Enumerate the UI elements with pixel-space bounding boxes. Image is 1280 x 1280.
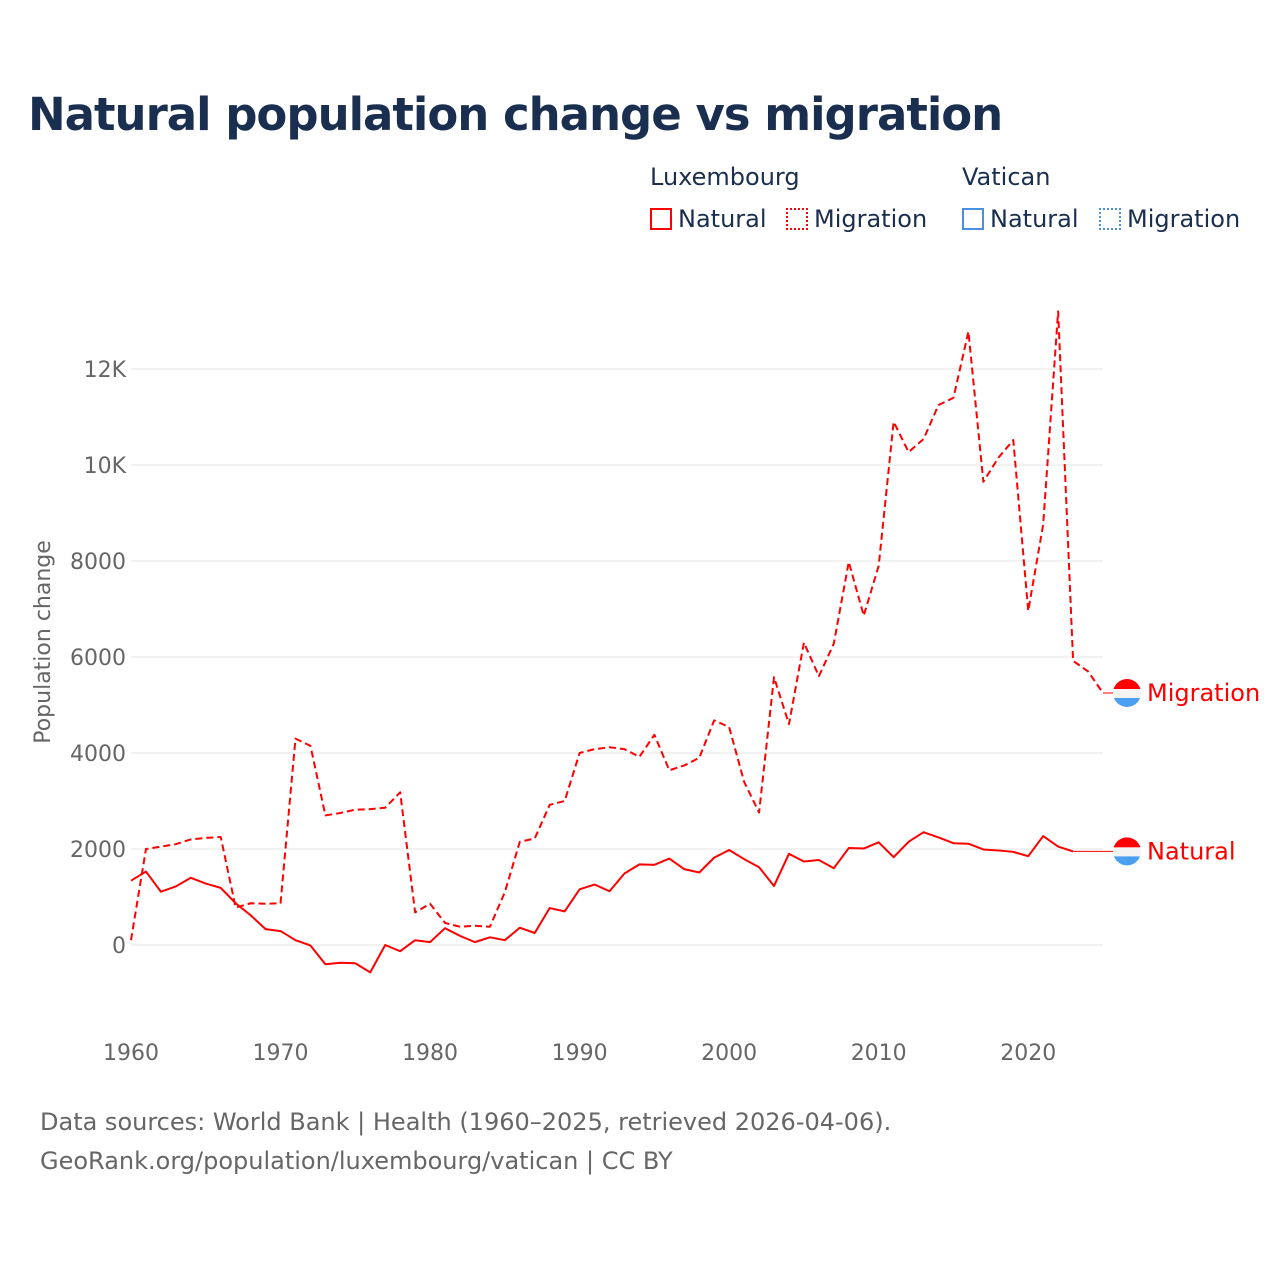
x-tick-label: 1980 <box>402 1041 458 1066</box>
footer-sources: Data sources: World Bank | Health (1960–… <box>40 1108 892 1136</box>
legend-item-vatican-migration[interactable]: Migration <box>1099 205 1240 233</box>
legend-group-vatican: Vatican <box>962 163 1051 191</box>
legend-item-luxembourg-natural[interactable]: Natural <box>650 205 767 233</box>
y-tick-label: 2000 <box>70 838 126 863</box>
end-label-migration: Migration <box>1147 679 1260 707</box>
y-tick-label: 8000 <box>70 550 126 575</box>
luxembourg-flag-icon <box>1113 679 1141 707</box>
end-label-natural: Natural <box>1147 837 1236 865</box>
dotted-swatch-icon <box>1099 208 1121 230</box>
solid-swatch-icon <box>650 208 672 230</box>
y-tick-label: 0 <box>112 934 126 959</box>
x-tick-label: 2010 <box>851 1041 907 1066</box>
y-tick-label: 4000 <box>70 742 126 767</box>
series-line-natural <box>130 831 1074 974</box>
y-tick-label: 12K <box>84 358 127 383</box>
chart-title: Natural population change vs migration <box>28 88 1003 141</box>
legend-label: Natural <box>678 205 767 233</box>
series-line-migration <box>130 310 1104 941</box>
legend-label: Natural <box>990 205 1079 233</box>
footer-url[interactable]: GeoRank.org/population/luxembourg/vatica… <box>40 1147 673 1175</box>
solid-swatch-icon <box>962 208 984 230</box>
legend-label: Migration <box>1127 205 1241 233</box>
x-tick-label: 1960 <box>103 1041 159 1066</box>
y-axis-label: Population change <box>31 540 56 744</box>
x-tick-label: 2020 <box>1000 1041 1056 1066</box>
y-tick-label: 6000 <box>70 646 126 671</box>
dotted-swatch-icon <box>786 208 808 230</box>
x-tick-label: 1990 <box>552 1041 608 1066</box>
legend-item-luxembourg-migration[interactable]: Migration <box>786 205 927 233</box>
legend-item-vatican-natural[interactable]: Natural <box>962 205 1079 233</box>
y-tick-label: 10K <box>84 454 127 479</box>
x-tick-label: 1970 <box>253 1041 309 1066</box>
legend-group-luxembourg: Luxembourg <box>650 163 800 191</box>
legend-label: Migration <box>814 205 928 233</box>
luxembourg-flag-icon <box>1113 837 1141 866</box>
x-tick-label: 2000 <box>701 1041 757 1066</box>
